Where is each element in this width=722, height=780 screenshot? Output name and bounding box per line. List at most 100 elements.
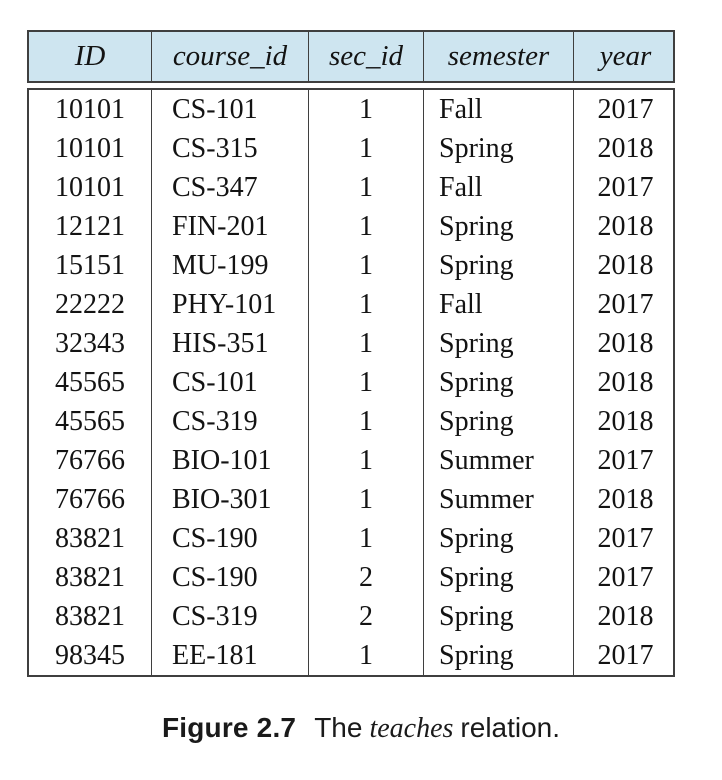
cell-year: 2018 [597,601,654,632]
cell-course-id: CS-315 [152,129,309,168]
cell-course-id: CS-190 [152,558,309,597]
cell-sec-id: 1 [309,324,424,363]
figure-caption: Figure 2.7 The teaches relation. [0,712,722,745]
cell-semester: Spring [424,324,574,363]
table-row: 45565 CS-101 1 Spring 2018 [29,363,673,402]
cell-year: 2018 [597,367,654,398]
cell-id: 83821 [29,558,152,597]
cell-id: 83821 [29,597,152,636]
table-row: 83821 CS-190 1 Spring 2017 [29,519,673,558]
cell-course-id: CS-347 [152,168,309,207]
cell-course-id: CS-319 [152,402,309,441]
cell-course-id: BIO-301 [152,480,309,519]
cell-course-id: FIN-201 [152,207,309,246]
cell-year: 2018 [597,133,654,164]
table-row: 22222 PHY-101 1 Fall 2017 [29,285,673,324]
table-row: 83821 CS-190 2 Spring 2017 [29,558,673,597]
cell-id: 22222 [29,285,152,324]
cell-sec-id: 1 [309,207,424,246]
cell-semester: Fall [424,285,574,324]
cell-id: 76766 [29,441,152,480]
column-header-course-id: course_id [152,32,309,81]
cell-year: 2018 [597,328,654,359]
column-header-year: year [599,40,652,72]
cell-semester: Fall [424,90,574,129]
cell-year: 2018 [597,406,654,437]
table-row: 15151 MU-199 1 Spring 2018 [29,246,673,285]
cell-sec-id: 1 [309,285,424,324]
cell-course-id: CS-190 [152,519,309,558]
cell-course-id: EE-181 [152,636,309,675]
cell-id: 98345 [29,636,152,675]
figure-caption-pre: The [314,712,363,743]
cell-year: 2017 [597,640,654,671]
cell-year: 2017 [597,94,654,125]
cell-semester: Spring [424,597,574,636]
cell-semester: Spring [424,129,574,168]
table-row: 10101 CS-347 1 Fall 2017 [29,168,673,207]
table-row: 98345 EE-181 1 Spring 2017 [29,636,673,675]
cell-year: 2018 [597,484,654,515]
cell-year: 2018 [597,211,654,242]
column-header-sec-id: sec_id [309,32,424,81]
column-header-semester: semester [424,32,574,81]
cell-id: 83821 [29,519,152,558]
table-row: 32343 HIS-351 1 Spring 2018 [29,324,673,363]
cell-semester: Summer [424,480,574,519]
table-row: 45565 CS-319 1 Spring 2018 [29,402,673,441]
cell-course-id: MU-199 [152,246,309,285]
cell-year: 2017 [597,172,654,203]
cell-semester: Spring [424,519,574,558]
cell-id: 45565 [29,363,152,402]
cell-year: 2017 [597,562,654,593]
table-row: 10101 CS-315 1 Spring 2018 [29,129,673,168]
table-row: 10101 CS-101 1 Fall 2017 [29,90,673,129]
cell-semester: Spring [424,207,574,246]
table-body: 10101 CS-101 1 Fall 2017 10101 CS-315 1 … [27,88,675,677]
cell-course-id: CS-101 [152,90,309,129]
cell-id: 45565 [29,402,152,441]
table-header-row: ID course_id sec_id semester year [27,30,675,83]
cell-course-id: CS-319 [152,597,309,636]
cell-sec-id: 1 [309,129,424,168]
cell-semester: Fall [424,168,574,207]
cell-year: 2017 [597,289,654,320]
table-row: 76766 BIO-301 1 Summer 2018 [29,480,673,519]
cell-id: 76766 [29,480,152,519]
cell-sec-id: 1 [309,246,424,285]
cell-course-id: CS-101 [152,363,309,402]
cell-id: 12121 [29,207,152,246]
cell-sec-id: 1 [309,519,424,558]
cell-sec-id: 2 [309,597,424,636]
cell-sec-id: 1 [309,480,424,519]
figure-caption-relation-name: teaches [369,713,454,744]
table-row: 12121 FIN-201 1 Spring 2018 [29,207,673,246]
cell-semester: Spring [424,636,574,675]
cell-sec-id: 1 [309,90,424,129]
cell-id: 10101 [29,129,152,168]
cell-year: 2017 [597,523,654,554]
cell-id: 32343 [29,324,152,363]
cell-sec-id: 1 [309,402,424,441]
cell-semester: Spring [424,363,574,402]
cell-id: 10101 [29,90,152,129]
cell-sec-id: 2 [309,558,424,597]
teaches-relation-table: ID course_id sec_id semester year 10101 … [27,30,675,677]
cell-year: 2018 [597,250,654,281]
cell-sec-id: 1 [309,168,424,207]
cell-course-id: HIS-351 [152,324,309,363]
cell-sec-id: 1 [309,636,424,675]
cell-course-id: PHY-101 [152,285,309,324]
figure-caption-label: Figure 2.7 [161,712,297,743]
cell-semester: Spring [424,402,574,441]
cell-id: 15151 [29,246,152,285]
cell-course-id: BIO-101 [152,441,309,480]
figure-caption-post: relation. [460,712,561,743]
cell-sec-id: 1 [309,441,424,480]
table-row: 76766 BIO-101 1 Summer 2017 [29,441,673,480]
column-header-id: ID [29,32,152,81]
table-row: 83821 CS-319 2 Spring 2018 [29,597,673,636]
cell-id: 10101 [29,168,152,207]
cell-semester: Spring [424,246,574,285]
